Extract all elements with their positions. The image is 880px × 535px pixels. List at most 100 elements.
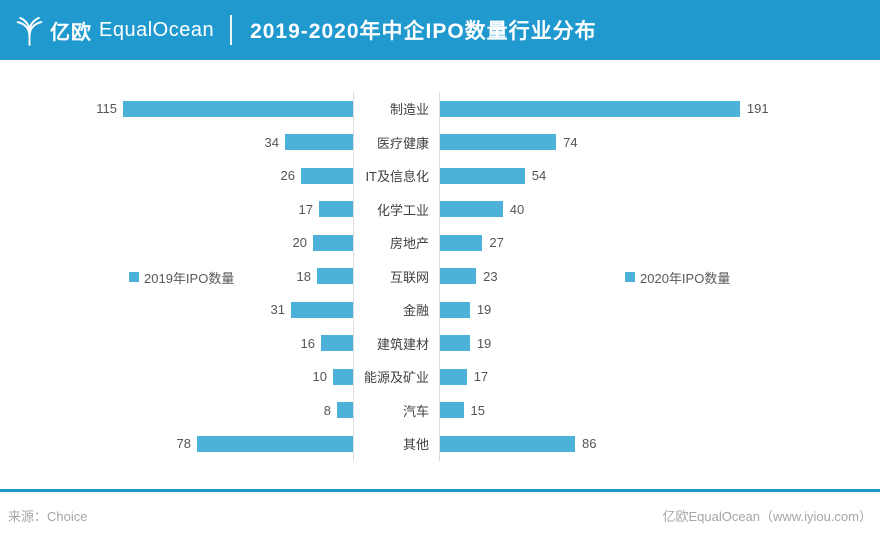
chart-row: 16 建筑建材 19 (0, 326, 880, 360)
legend-label: 2020年IPO数量 (640, 270, 731, 286)
category-label: 医疗健康 (353, 125, 440, 159)
category-label: 互联网 (353, 259, 440, 293)
chart-row: 17 化学工业 40 (0, 192, 880, 226)
left-series-cell: 17 (0, 201, 353, 218)
legend-label: 2019年IPO数量 (144, 270, 235, 286)
chart-row: 31 金融 19 (0, 293, 880, 327)
right-series-cell: 17 (440, 368, 880, 385)
chart-row: 115 制造业 191 (0, 92, 880, 126)
left-series-cell: 31 (0, 301, 353, 318)
legend-swatch-icon (129, 272, 139, 282)
right-value: 74 (563, 134, 578, 150)
left-series-cell: 34 (0, 134, 353, 151)
right-value: 15 (470, 402, 486, 418)
right-bar (440, 402, 464, 419)
left-series-cell: 16 (0, 335, 353, 352)
page-title: 2019-2020年中企IPO数量行业分布 (250, 20, 597, 43)
right-value: 23 (483, 268, 498, 284)
left-bar (337, 402, 353, 419)
left-value: 34 (264, 134, 279, 150)
left-value: 16 (300, 335, 315, 351)
left-bar (319, 201, 353, 218)
header-separator (230, 15, 233, 45)
left-bar (197, 435, 353, 452)
left-value: 20 (292, 235, 307, 251)
right-bar (440, 201, 503, 218)
left-bar (123, 100, 353, 117)
right-series-cell: 15 (440, 402, 880, 419)
left-series-cell: 10 (0, 368, 353, 385)
right-bar (440, 435, 576, 452)
right-series-cell: 74 (440, 134, 880, 151)
left-series-cell: 115 (0, 100, 353, 117)
left-bar (321, 335, 353, 352)
logo-text-cn: 亿欧 (50, 21, 92, 44)
tornado-chart: 115 制造业 191 34 医疗健康 74 26 IT及信息化 54 (0, 92, 880, 461)
left-value: 17 (298, 201, 313, 217)
right-bar (440, 268, 477, 285)
logo-text-en: EqualOcean (99, 18, 215, 41)
category-label: 建筑建材 (353, 326, 440, 360)
right-series-cell: 40 (440, 201, 880, 218)
category-label: 金融 (353, 293, 440, 327)
left-value: 18 (296, 268, 311, 284)
right-series-cell: 19 (440, 301, 880, 318)
left-value: 26 (280, 168, 295, 184)
left-series-cell: 20 (0, 234, 353, 251)
right-value: 19 (476, 302, 492, 318)
left-bar (313, 234, 353, 251)
right-bar (440, 234, 483, 251)
chart-row: 34 医疗健康 74 (0, 125, 880, 159)
left-value: 10 (312, 369, 327, 385)
right-bar (440, 368, 467, 385)
left-bar (301, 167, 353, 184)
left-series-cell: 8 (0, 402, 353, 419)
chart-row: 20 房地产 27 (0, 226, 880, 260)
header-bar: 亿欧 EqualOcean 2019-2020年中企IPO数量行业分布 (0, 0, 880, 60)
category-label: IT及信息化 (353, 159, 440, 193)
category-label: 房地产 (353, 226, 440, 260)
left-series-cell: 26 (0, 167, 353, 184)
source-text: 来源：Choice (8, 509, 88, 524)
chart-row: 26 IT及信息化 54 (0, 159, 880, 193)
legend-2020: 2020年IPO数量 (625, 269, 731, 286)
left-bar (333, 368, 353, 385)
right-series-cell: 19 (440, 335, 880, 352)
left-bar (285, 134, 353, 151)
right-bar (440, 301, 470, 318)
chart-row: 78 其他 86 (0, 427, 880, 461)
right-value: 191 (746, 101, 769, 117)
right-value: 27 (489, 235, 504, 251)
right-value: 40 (509, 201, 525, 217)
left-series-cell: 18 (0, 268, 353, 285)
category-label: 其他 (353, 427, 440, 461)
category-label: 汽车 (353, 393, 440, 427)
right-series-cell: 86 (440, 435, 880, 452)
right-series-cell: 23 (440, 268, 880, 285)
legend-swatch-icon (625, 272, 635, 282)
chart-row: 8 汽车 15 (0, 393, 880, 427)
equalocean-logo: 亿欧 EqualOcean (16, 15, 214, 46)
right-bar (440, 100, 740, 117)
chart-rows: 115 制造业 191 34 医疗健康 74 26 IT及信息化 54 (0, 92, 880, 461)
right-series-cell: 191 (440, 100, 880, 117)
right-value: 86 (582, 436, 597, 452)
right-bar (440, 335, 470, 352)
right-value: 17 (473, 369, 489, 385)
left-value: 8 (323, 402, 331, 418)
category-label: 能源及矿业 (353, 360, 440, 394)
right-value: 54 (531, 168, 547, 184)
left-series-cell: 78 (0, 435, 353, 452)
equalocean-logo-icon (16, 16, 43, 46)
left-value: 115 (96, 101, 117, 117)
footer-divider (0, 489, 880, 492)
category-label: 化学工业 (353, 192, 440, 226)
right-bar (440, 167, 525, 184)
legend-2019: 2019年IPO数量 (129, 269, 235, 286)
category-label: 制造业 (353, 92, 440, 126)
left-bar (317, 268, 353, 285)
right-series-cell: 54 (440, 167, 880, 184)
right-value: 19 (476, 335, 492, 351)
left-value: 78 (176, 436, 191, 452)
right-bar (440, 134, 557, 151)
